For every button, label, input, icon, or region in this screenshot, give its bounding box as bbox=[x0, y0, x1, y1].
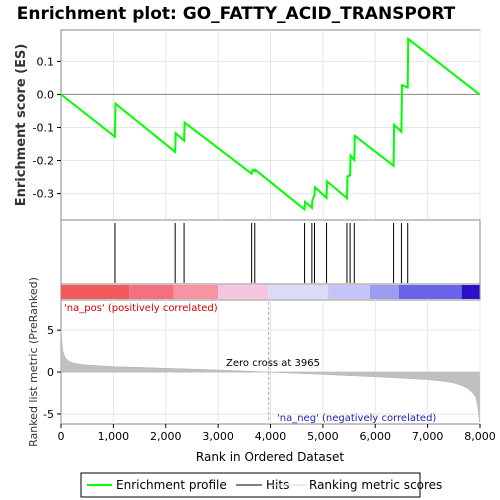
hits-panel-frame bbox=[60, 219, 481, 285]
x-tick-label: 6,000 bbox=[360, 430, 392, 443]
es-tick-label: -0.1 bbox=[33, 121, 54, 134]
chart-title: Enrichment plot: GO_FATTY_ACID_TRANSPORT bbox=[17, 4, 456, 24]
heatmap-band bbox=[461, 285, 480, 299]
x-tick-label: 7,000 bbox=[412, 430, 444, 443]
ranking-metric-area bbox=[60, 330, 480, 423]
metric-tick-label: 0 bbox=[47, 366, 54, 379]
metric-panel: 5 0 -5 'na_pos' (positively correlated) Ze… bbox=[27, 277, 481, 447]
x-tick-label: 2,000 bbox=[150, 430, 182, 443]
x-axis-label: Rank in Ordered Dataset bbox=[196, 450, 344, 464]
x-tick-label: 4,000 bbox=[255, 430, 287, 443]
heatmap-band bbox=[398, 285, 462, 299]
es-axis-ticks: 0.1 0.0 -0.1 -0.2 -0.3 bbox=[33, 55, 61, 201]
heatmap-band bbox=[218, 285, 268, 299]
heatmap-band bbox=[129, 285, 174, 299]
heatmap-band bbox=[61, 285, 130, 299]
hits-marks bbox=[114, 223, 409, 283]
es-tick-label: 0.0 bbox=[37, 88, 55, 101]
es-tick-label: 0.1 bbox=[37, 55, 55, 68]
legend-label-metric: Ranking metric scores bbox=[309, 478, 442, 492]
es-panel: 0.1 0.0 -0.1 -0.2 -0.3 Enrichment score (ES) bbox=[14, 29, 481, 221]
metric-axis-ticks: 5 0 -5 bbox=[43, 324, 61, 421]
es-ylabel: Enrichment score (ES) bbox=[14, 44, 29, 207]
heatmap-band bbox=[328, 285, 371, 299]
x-tick-label: 0 bbox=[58, 430, 65, 443]
metric-ylabel: Ranked list metric (PreRanked) bbox=[27, 277, 40, 447]
x-tick-label: 1,000 bbox=[98, 430, 130, 443]
pos-label: 'na_pos' (positively correlated) bbox=[64, 303, 218, 314]
heatmap-band bbox=[267, 285, 329, 299]
x-tick-label: 8,000 bbox=[464, 430, 496, 443]
metric-tick-label: 5 bbox=[47, 324, 54, 337]
enrichment-profile-line bbox=[60, 36, 481, 212]
heatmap-bands bbox=[61, 285, 480, 299]
es-tick-label: -0.3 bbox=[33, 188, 54, 201]
legend: Enrichment profile Hits Ranking metric s… bbox=[80, 472, 442, 498]
x-tick-label: 5,000 bbox=[307, 430, 339, 443]
heatmap-panel bbox=[60, 283, 481, 301]
heatmap-band bbox=[370, 285, 399, 299]
x-axis-ticks: 0 1,000 2,000 3,000 4,000 5,000 6,000 7,000 8,00… bbox=[58, 424, 496, 443]
metric-tick-label: -5 bbox=[43, 408, 54, 421]
hits-panel bbox=[60, 219, 481, 285]
legend-label-profile: Enrichment profile bbox=[116, 478, 227, 492]
es-tick-label: -0.2 bbox=[33, 155, 54, 168]
heatmap-band bbox=[173, 285, 219, 299]
zero-cross-label: Zero cross at 3965 bbox=[226, 358, 320, 369]
x-tick-label: 3,000 bbox=[202, 430, 234, 443]
neg-label: 'na_neg' (negatively correlated) bbox=[277, 413, 436, 424]
